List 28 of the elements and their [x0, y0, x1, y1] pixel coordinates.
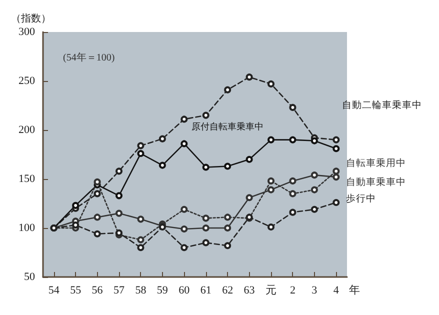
y-tick-label: 250 — [18, 75, 36, 87]
annotation: (54年＝100) — [63, 52, 115, 64]
series-label: 原付自転車乗車中 — [192, 121, 264, 132]
x-tick-label: 4 — [333, 284, 340, 296]
series-label: 自転車乗用中 — [346, 157, 406, 170]
y-tick-label: 300 — [18, 26, 36, 38]
x-tick-label: 3 — [312, 284, 318, 296]
y-tick-label: 150 — [18, 173, 36, 185]
y-axis-title: （指数） — [11, 12, 51, 24]
x-tick-label: 2 — [290, 284, 296, 296]
x-tick-label: 63 — [244, 284, 256, 296]
series-label: 自動車乗車中 — [346, 176, 406, 188]
x-tick-label: 61 — [200, 284, 212, 296]
x-tick-label: 54 — [48, 284, 60, 296]
y-tick-label: 50 — [24, 271, 36, 283]
x-tick-label: 59 — [156, 284, 168, 296]
series-label: 歩行中 — [346, 192, 376, 205]
text: 自動二輪車乗車中 — [342, 98, 422, 111]
x-tick-label: 58 — [135, 284, 147, 296]
y-tick-label: 200 — [18, 124, 36, 136]
x-tick-label: 55 — [70, 284, 82, 296]
x-tick-label: 56 — [92, 284, 104, 296]
x-tick-label: 62 — [222, 284, 234, 296]
x-tick-label: 元 — [266, 284, 276, 296]
x-axis-title: 年 — [349, 284, 360, 296]
y-tick-label: 100 — [18, 222, 36, 234]
x-tick-label: 60 — [178, 284, 190, 296]
x-tick-label: 57 — [114, 284, 125, 296]
